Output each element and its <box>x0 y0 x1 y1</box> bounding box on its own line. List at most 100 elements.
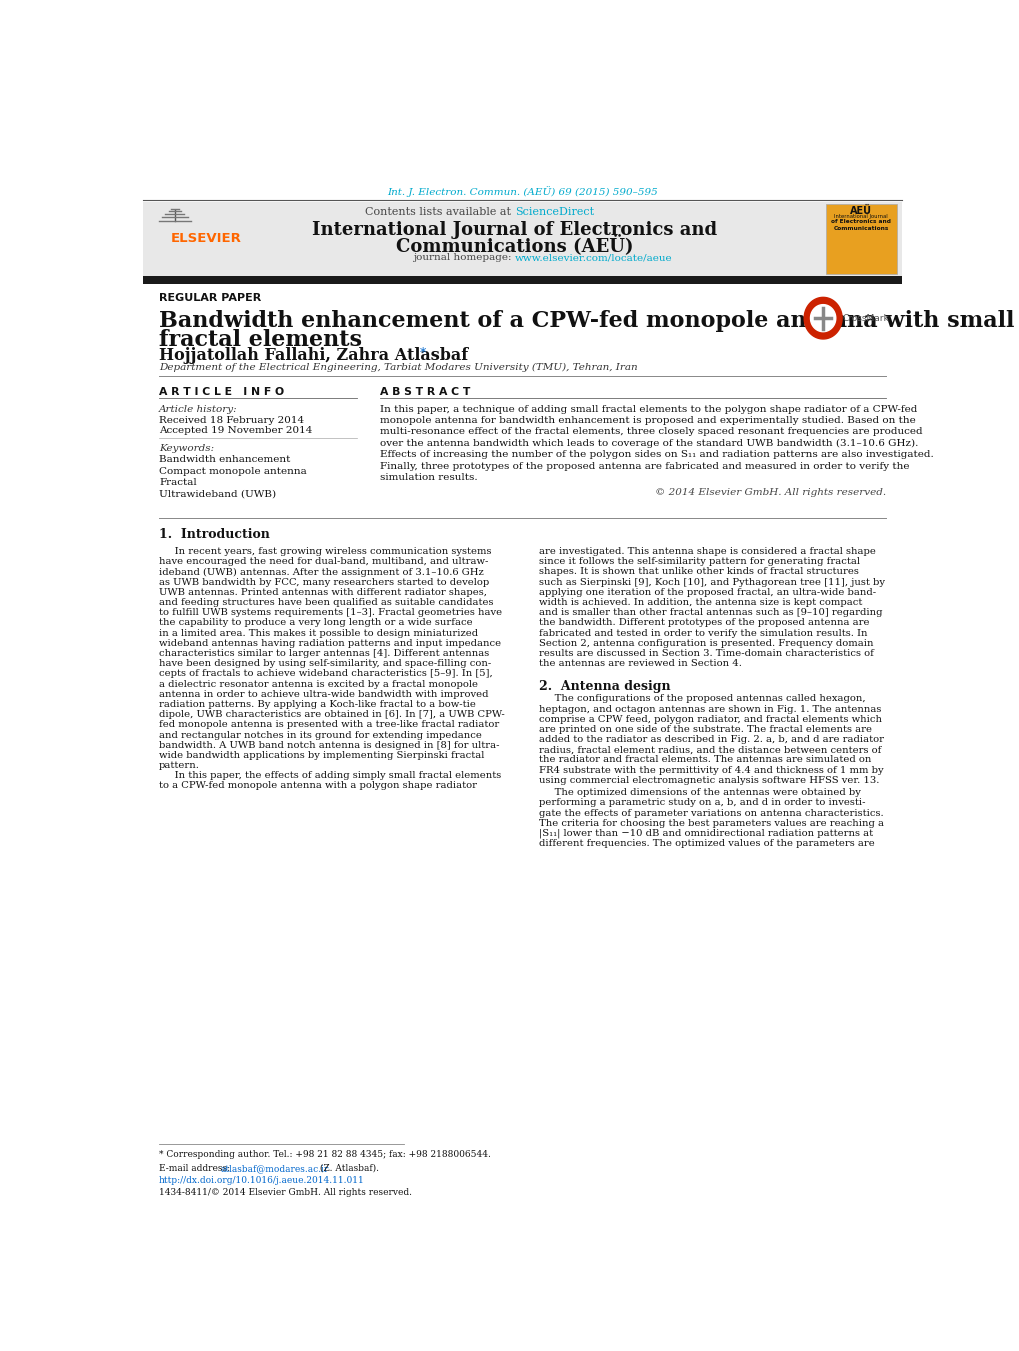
Text: In this paper, a technique of adding small fractal elements to the polygon shape: In this paper, a technique of adding sma… <box>380 404 917 413</box>
Text: FR4 substrate with the permittivity of 4.4 and thickness of 1 mm by: FR4 substrate with the permittivity of 4… <box>538 766 882 774</box>
Text: Contents lists available at: Contents lists available at <box>365 207 515 218</box>
Text: 2.  Antenna design: 2. Antenna design <box>538 680 669 693</box>
Text: wideband antennas having radiation patterns and input impedance: wideband antennas having radiation patte… <box>159 639 500 647</box>
Text: Int. J. Electron. Commun. (AEÜ) 69 (2015) 590–595: Int. J. Electron. Commun. (AEÜ) 69 (2015… <box>387 186 657 197</box>
Text: dipole, UWB characteristics are obtained in [6]. In [7], a UWB CPW-: dipole, UWB characteristics are obtained… <box>159 711 504 719</box>
Text: performing a parametric study on a, b, and d in order to investi-: performing a parametric study on a, b, a… <box>538 798 864 808</box>
Text: using commercial electromagnetic analysis software HFSS ver. 13.: using commercial electromagnetic analysi… <box>538 775 878 785</box>
Text: Communications (AEÜ): Communications (AEÜ) <box>395 234 633 255</box>
Text: of Electronics and: of Electronics and <box>830 219 891 224</box>
Text: multi-resonance effect of the fractal elements, three closely spaced resonant fr: multi-resonance effect of the fractal el… <box>380 427 922 436</box>
Text: Communications: Communications <box>833 226 888 231</box>
Polygon shape <box>803 297 842 339</box>
Text: since it follows the self-similarity pattern for generating fractal: since it follows the self-similarity pat… <box>538 557 859 566</box>
Text: radius, fractal element radius, and the distance between centers of: radius, fractal element radius, and the … <box>538 746 880 754</box>
Text: In recent years, fast growing wireless communication systems: In recent years, fast growing wireless c… <box>159 547 491 557</box>
FancyBboxPatch shape <box>143 201 902 277</box>
Text: atlasbaf@modares.ac.ir: atlasbaf@modares.ac.ir <box>220 1165 329 1173</box>
Text: International Journal of Electronics and: International Journal of Electronics and <box>312 220 716 239</box>
Text: *: * <box>420 347 426 361</box>
Text: |S₁₁| lower than −10 dB and omnidirectional radiation patterns at: |S₁₁| lower than −10 dB and omnidirectio… <box>538 830 872 839</box>
Text: journal homepage:: journal homepage: <box>413 254 515 262</box>
Text: have been designed by using self-similarity, and space-filling con-: have been designed by using self-similar… <box>159 659 491 669</box>
Text: the radiator and fractal elements. The antennas are simulated on: the radiator and fractal elements. The a… <box>538 755 870 765</box>
Text: The configurations of the proposed antennas called hexagon,: The configurations of the proposed anten… <box>538 694 864 704</box>
Text: the capability to produce a very long length or a wide surface: the capability to produce a very long le… <box>159 619 472 627</box>
Text: as UWB bandwidth by FCC, many researchers started to develop: as UWB bandwidth by FCC, many researcher… <box>159 578 489 586</box>
Text: antenna in order to achieve ultra-wide bandwidth with improved: antenna in order to achieve ultra-wide b… <box>159 690 488 698</box>
Text: to fulfill UWB systems requirements [1–3]. Fractal geometries have: to fulfill UWB systems requirements [1–3… <box>159 608 501 617</box>
Text: The criteria for choosing the best parameters values are reaching a: The criteria for choosing the best param… <box>538 819 882 828</box>
Text: ScienceDirect: ScienceDirect <box>515 207 593 218</box>
Text: 1.  Introduction: 1. Introduction <box>159 528 270 542</box>
Text: width is achieved. In addition, the antenna size is kept compact: width is achieved. In addition, the ante… <box>538 598 861 607</box>
Text: Finally, three prototypes of the proposed antenna are fabricated and measured in: Finally, three prototypes of the propose… <box>380 462 909 470</box>
Text: shapes. It is shown that unlike other kinds of fractal structures: shapes. It is shown that unlike other ki… <box>538 567 858 577</box>
Text: International Journal: International Journal <box>834 213 888 219</box>
Text: a dielectric resonator antenna is excited by a fractal monopole: a dielectric resonator antenna is excite… <box>159 680 478 689</box>
Text: The optimized dimensions of the antennas were obtained by: The optimized dimensions of the antennas… <box>538 788 860 797</box>
Text: the bandwidth. Different prototypes of the proposed antenna are: the bandwidth. Different prototypes of t… <box>538 619 868 627</box>
Text: 1434-8411/© 2014 Elsevier GmbH. All rights reserved.: 1434-8411/© 2014 Elsevier GmbH. All righ… <box>159 1188 412 1197</box>
Text: Bandwidth enhancement of a CPW-fed monopole antenna with small: Bandwidth enhancement of a CPW-fed monop… <box>159 309 1014 332</box>
Text: Keywords:: Keywords: <box>159 444 214 453</box>
Text: © 2014 Elsevier GmbH. All rights reserved.: © 2014 Elsevier GmbH. All rights reserve… <box>654 488 886 497</box>
Text: gate the effects of parameter variations on antenna characteristics.: gate the effects of parameter variations… <box>538 808 882 817</box>
Text: cepts of fractals to achieve wideband characteristics [5–9]. In [5],: cepts of fractals to achieve wideband ch… <box>159 669 492 678</box>
Text: and rectangular notches in its ground for extending impedance: and rectangular notches in its ground fo… <box>159 731 482 739</box>
Text: CrossMark: CrossMark <box>842 313 889 323</box>
Text: Article history:: Article history: <box>159 404 237 413</box>
Text: such as Sierpinski [9], Koch [10], and Pythagorean tree [11], just by: such as Sierpinski [9], Koch [10], and P… <box>538 578 883 586</box>
Text: * Corresponding author. Tel.: +98 21 82 88 4345; fax: +98 2188006544.: * Corresponding author. Tel.: +98 21 82 … <box>159 1151 490 1159</box>
Text: simulation results.: simulation results. <box>380 473 478 482</box>
Text: to a CPW-fed monopole antenna with a polygon shape radiator: to a CPW-fed monopole antenna with a pol… <box>159 781 477 790</box>
Text: Accepted 19 November 2014: Accepted 19 November 2014 <box>159 427 312 435</box>
Text: characteristics similar to larger antennas [4]. Different antennas: characteristics similar to larger antenn… <box>159 648 489 658</box>
Text: wide bandwidth applications by implementing Sierpinski fractal: wide bandwidth applications by implement… <box>159 751 484 759</box>
Text: Section 2, antenna configuration is presented. Frequency domain: Section 2, antenna configuration is pres… <box>538 639 872 647</box>
Text: monopole antenna for bandwidth enhancement is proposed and experimentally studie: monopole antenna for bandwidth enhanceme… <box>380 416 915 426</box>
Text: Ultrawideband (UWB): Ultrawideband (UWB) <box>159 490 276 499</box>
Text: results are discussed in Section 3. Time-domain characteristics of: results are discussed in Section 3. Time… <box>538 648 872 658</box>
Text: the antennas are reviewed in Section 4.: the antennas are reviewed in Section 4. <box>538 659 741 669</box>
Text: UWB antennas. Printed antennas with different radiator shapes,: UWB antennas. Printed antennas with diff… <box>159 588 487 597</box>
Text: REGULAR PAPER: REGULAR PAPER <box>159 293 261 303</box>
Text: radiation patterns. By applying a Koch-like fractal to a bow-tie: radiation patterns. By applying a Koch-l… <box>159 700 476 709</box>
Text: comprise a CPW feed, polygon radiator, and fractal elements which: comprise a CPW feed, polygon radiator, a… <box>538 715 880 724</box>
FancyBboxPatch shape <box>143 276 902 284</box>
Text: Effects of increasing the number of the polygon sides on S₁₁ and radiation patte: Effects of increasing the number of the … <box>380 450 933 459</box>
Text: added to the radiator as described in Fig. 2. a, b, and d are radiator: added to the radiator as described in Fi… <box>538 735 882 744</box>
Text: A B S T R A C T: A B S T R A C T <box>380 386 471 397</box>
Text: Bandwidth enhancement: Bandwidth enhancement <box>159 455 290 465</box>
Text: Hojjatollah Fallahi, Zahra Atlasbaf: Hojjatollah Fallahi, Zahra Atlasbaf <box>159 347 468 365</box>
Text: A R T I C L E   I N F O: A R T I C L E I N F O <box>159 386 284 397</box>
Text: ideband (UWB) antennas. After the assignment of 3.1–10.6 GHz: ideband (UWB) antennas. After the assign… <box>159 567 483 577</box>
Text: and is smaller than other fractal antennas such as [9–10] regarding: and is smaller than other fractal antenn… <box>538 608 881 617</box>
Text: fractal elements: fractal elements <box>159 328 362 350</box>
Text: and feeding structures have been qualified as suitable candidates: and feeding structures have been qualifi… <box>159 598 493 607</box>
Text: over the antenna bandwidth which leads to coverage of the standard UWB bandwidth: over the antenna bandwidth which leads t… <box>380 439 918 449</box>
Text: www.elsevier.com/locate/aeue: www.elsevier.com/locate/aeue <box>515 254 672 262</box>
Text: are investigated. This antenna shape is considered a fractal shape: are investigated. This antenna shape is … <box>538 547 874 557</box>
Text: fabricated and tested in order to verify the simulation results. In: fabricated and tested in order to verify… <box>538 628 866 638</box>
Text: different frequencies. The optimized values of the parameters are: different frequencies. The optimized val… <box>538 839 873 848</box>
Text: are printed on one side of the substrate. The fractal elements are: are printed on one side of the substrate… <box>538 725 870 734</box>
Text: http://dx.doi.org/10.1016/j.aeue.2014.11.011: http://dx.doi.org/10.1016/j.aeue.2014.11… <box>159 1177 365 1185</box>
Text: Received 18 February 2014: Received 18 February 2014 <box>159 416 304 426</box>
Text: Compact monopole antenna: Compact monopole antenna <box>159 467 307 476</box>
Text: heptagon, and octagon antennas are shown in Fig. 1. The antennas: heptagon, and octagon antennas are shown… <box>538 704 880 713</box>
Text: ELSEVIER: ELSEVIER <box>171 231 242 245</box>
Text: Department of the Electrical Engineering, Tarbiat Modares University (TMU), Tehr: Department of the Electrical Engineering… <box>159 363 637 372</box>
FancyBboxPatch shape <box>824 204 896 274</box>
Text: have encouraged the need for dual-band, multiband, and ultraw-: have encouraged the need for dual-band, … <box>159 557 488 566</box>
Text: AEÜ: AEÜ <box>849 205 871 216</box>
Polygon shape <box>810 304 835 332</box>
Text: bandwidth. A UWB band notch antenna is designed in [8] for ultra-: bandwidth. A UWB band notch antenna is d… <box>159 740 499 750</box>
Text: pattern.: pattern. <box>159 761 200 770</box>
Text: E-mail address:: E-mail address: <box>159 1165 233 1173</box>
Text: fed monopole antenna is presented with a tree-like fractal radiator: fed monopole antenna is presented with a… <box>159 720 499 730</box>
Text: (Z. Atlasbaf).: (Z. Atlasbaf). <box>317 1165 379 1173</box>
Text: in a limited area. This makes it possible to design miniaturized: in a limited area. This makes it possibl… <box>159 628 478 638</box>
Text: Fractal: Fractal <box>159 478 197 488</box>
Text: In this paper, the effects of adding simply small fractal elements: In this paper, the effects of adding sim… <box>159 771 501 781</box>
